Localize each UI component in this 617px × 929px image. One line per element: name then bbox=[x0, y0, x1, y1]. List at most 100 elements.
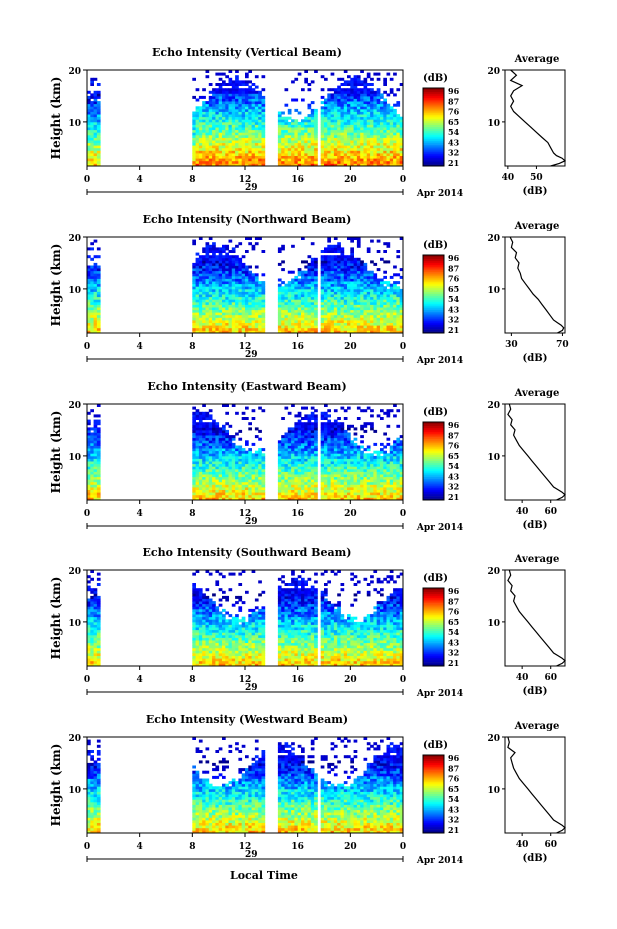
heatmap-cell bbox=[90, 101, 94, 105]
heatmap-cell bbox=[350, 98, 354, 102]
heatmap-cell bbox=[287, 450, 292, 454]
heatmap-cell bbox=[324, 101, 328, 105]
heatmap-cell bbox=[208, 283, 213, 287]
heatmap-cell bbox=[324, 142, 328, 146]
heatmap-cell bbox=[333, 466, 338, 470]
heatmap-cell bbox=[208, 448, 213, 452]
heatmap-cell bbox=[363, 265, 368, 269]
heatmap-cell bbox=[212, 155, 216, 159]
heatmap-cell bbox=[238, 307, 243, 311]
heatmap-cell bbox=[314, 121, 318, 125]
heatmap-cell bbox=[370, 142, 374, 146]
heatmap-cell bbox=[380, 325, 384, 329]
heatmap-cell bbox=[307, 140, 312, 144]
heatmap-cell bbox=[231, 461, 236, 465]
heatmap-cell bbox=[205, 320, 210, 323]
heatmap-cell bbox=[251, 132, 256, 136]
heatmap-cell bbox=[245, 497, 249, 501]
heatmap-cell bbox=[314, 463, 318, 467]
heatmap-cell bbox=[376, 95, 381, 99]
heatmap-cell bbox=[231, 453, 236, 457]
heatmap-cell bbox=[231, 137, 236, 141]
heatmap-cell bbox=[93, 414, 98, 418]
heatmap-cell bbox=[373, 307, 378, 311]
heatmap-cell bbox=[314, 453, 318, 457]
heatmap-cell bbox=[222, 291, 226, 295]
heatmap-cell bbox=[192, 239, 196, 243]
heatmap-cell bbox=[366, 299, 371, 303]
heatmap-cell bbox=[284, 320, 289, 323]
heatmap-cell bbox=[376, 322, 381, 326]
heatmap-cell bbox=[340, 304, 345, 308]
heatmap-cell bbox=[215, 299, 220, 303]
heatmap-cell bbox=[356, 111, 361, 115]
heatmap-cell bbox=[218, 160, 223, 164]
heatmap-cell bbox=[327, 160, 331, 164]
heatmap-cell bbox=[208, 479, 213, 483]
heatmap-cell bbox=[320, 150, 325, 154]
heatmap-cell bbox=[245, 108, 249, 112]
heatmap-cell bbox=[212, 137, 216, 141]
heatmap-cell bbox=[238, 265, 243, 269]
heatmap-cell bbox=[215, 481, 220, 485]
heatmap-cell bbox=[225, 314, 229, 318]
heatmap-cell bbox=[287, 283, 292, 287]
profile-y-tick-label: 10 bbox=[487, 119, 500, 129]
heatmap-cell bbox=[248, 320, 252, 323]
heatmap-cell bbox=[370, 129, 374, 133]
heatmap-cell bbox=[96, 322, 101, 326]
heatmap-cell bbox=[215, 286, 220, 290]
heatmap-cell bbox=[347, 325, 351, 329]
heatmap-cell bbox=[330, 140, 335, 144]
heatmap-cell bbox=[245, 98, 249, 102]
heatmap-cell bbox=[307, 497, 312, 501]
heatmap-cell bbox=[370, 150, 374, 154]
heatmap-cell bbox=[277, 140, 282, 144]
heatmap-cell bbox=[277, 322, 282, 326]
heatmap-cell bbox=[363, 304, 368, 308]
heatmap-cell bbox=[287, 474, 292, 478]
heatmap-cell bbox=[330, 103, 335, 107]
heatmap-cells bbox=[87, 70, 404, 167]
heatmap-cell bbox=[347, 134, 351, 138]
heatmap-cell bbox=[324, 404, 328, 407]
heatmap-cell bbox=[337, 322, 341, 326]
heatmap-cell bbox=[205, 145, 210, 149]
heatmap-cell bbox=[202, 463, 206, 467]
heatmap-cell bbox=[294, 299, 299, 303]
heatmap-cell bbox=[353, 90, 358, 94]
heatmap-cell bbox=[93, 124, 98, 128]
heatmap-cell bbox=[389, 77, 394, 81]
heatmap-cell bbox=[198, 163, 203, 167]
heatmap-cell bbox=[195, 481, 200, 485]
heatmap-cell bbox=[238, 312, 243, 316]
heatmap-cell bbox=[366, 317, 371, 321]
heatmap-cell bbox=[251, 291, 256, 295]
heatmap-cell bbox=[93, 281, 98, 285]
heatmap-cell bbox=[301, 237, 305, 240]
heatmap-cell bbox=[327, 265, 331, 269]
heatmap-cell bbox=[195, 450, 200, 454]
colorbar-swatch bbox=[423, 162, 444, 165]
heatmap-cell bbox=[396, 137, 401, 141]
heatmap-cell bbox=[245, 158, 249, 162]
heatmap-cell bbox=[314, 124, 318, 128]
heatmap-cell bbox=[248, 322, 252, 326]
heatmap-cell bbox=[218, 150, 223, 154]
heatmap-cell bbox=[333, 429, 338, 433]
heatmap-cell bbox=[96, 422, 101, 426]
heatmap-cell bbox=[324, 268, 328, 272]
heatmap-cell bbox=[310, 448, 315, 452]
heatmap-cell bbox=[198, 489, 203, 493]
heatmap-cell bbox=[383, 132, 387, 136]
heatmap-cell bbox=[192, 150, 196, 154]
heatmap-cell bbox=[373, 163, 378, 167]
heatmap-cell bbox=[254, 322, 259, 326]
heatmap-cell bbox=[96, 101, 101, 105]
heatmap-cell bbox=[235, 288, 239, 292]
heatmap-cell bbox=[258, 322, 262, 326]
heatmap-cell bbox=[96, 153, 101, 156]
colorbar-swatch bbox=[423, 99, 444, 102]
heatmap-cell bbox=[307, 494, 312, 498]
